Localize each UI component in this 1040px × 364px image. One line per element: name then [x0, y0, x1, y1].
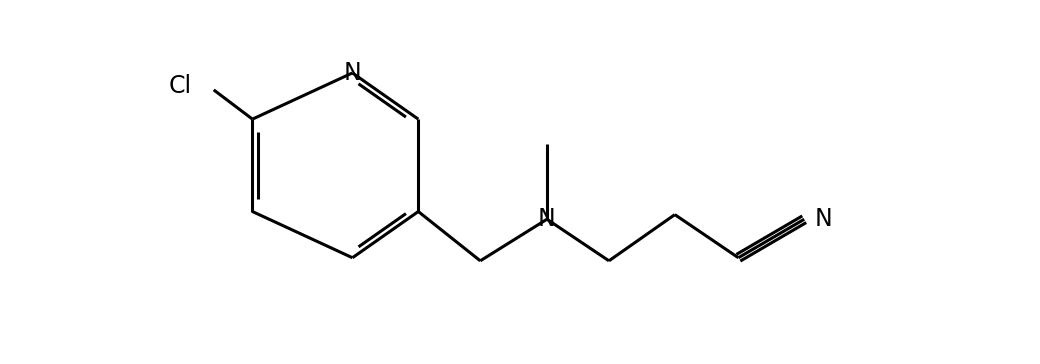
Text: N: N: [815, 207, 833, 231]
Text: N: N: [343, 61, 361, 85]
Text: Cl: Cl: [168, 74, 192, 98]
Text: N: N: [538, 207, 555, 231]
